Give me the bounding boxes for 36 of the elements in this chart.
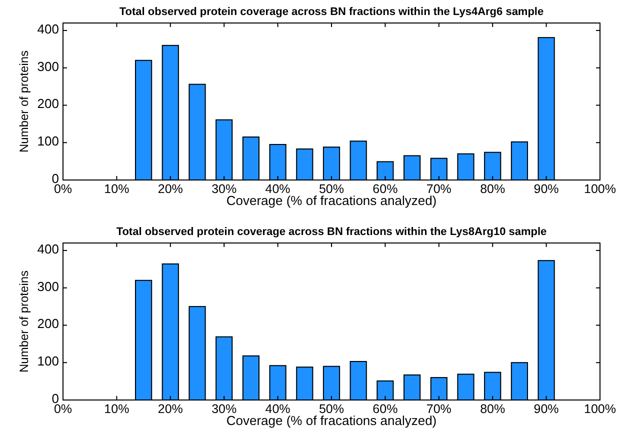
chart-title: Total observed protein coverage across BN fractions within the Lys8Arg10 sample	[116, 226, 547, 238]
x-tick-label: 80%	[480, 182, 506, 196]
x-tick-label: 20%	[158, 402, 183, 416]
y-tick-label: 300	[37, 58, 59, 74]
x-tick-label: 60%	[372, 402, 398, 416]
y-axis-title: Number of proteins	[17, 270, 31, 373]
x-tick-label: 80%	[480, 402, 506, 416]
x-tick-label: 30%	[212, 402, 237, 416]
y-tick-label: 300	[37, 278, 59, 294]
x-tick-label: 90%	[534, 402, 559, 416]
x-tick-label: 60%	[372, 182, 398, 196]
x-tick-label: 10%	[104, 402, 130, 416]
y-tick-label: 100	[37, 134, 59, 149]
y-tick-label: 100	[37, 354, 59, 369]
y-tick-label: 400	[37, 21, 59, 36]
x-tick-label: 30%	[212, 182, 237, 196]
chart-title: Total observed protein coverage across BN fractions within the Lys4Arg6 sample	[119, 6, 544, 18]
x-tick-label: 90%	[534, 182, 559, 196]
x-axis-title: Coverage (% of fracations analyzed)	[226, 413, 437, 428]
x-tick-label: 0%	[54, 182, 72, 196]
x-axis-title: Coverage (% of fracations analyzed)	[226, 193, 437, 208]
y-tick-label: 200	[37, 96, 59, 112]
x-tick-label: 0%	[54, 402, 72, 416]
x-tick-label: 50%	[318, 402, 344, 416]
x-tick-label: 20%	[158, 182, 183, 196]
x-tick-label: 40%	[265, 402, 290, 416]
x-tick-label: 70%	[426, 182, 452, 196]
x-tick-label: 50%	[318, 182, 344, 196]
x-tick-label: 40%	[265, 182, 290, 196]
x-tick-label: 100%	[584, 182, 616, 196]
y-axis-title: Number of proteins	[17, 50, 31, 153]
x-tick-label: 70%	[426, 402, 452, 416]
x-tick-label: 100%	[584, 402, 616, 416]
y-tick-label: 200	[37, 316, 59, 332]
x-tick-label: 10%	[104, 182, 130, 196]
y-tick-label: 400	[37, 241, 59, 256]
